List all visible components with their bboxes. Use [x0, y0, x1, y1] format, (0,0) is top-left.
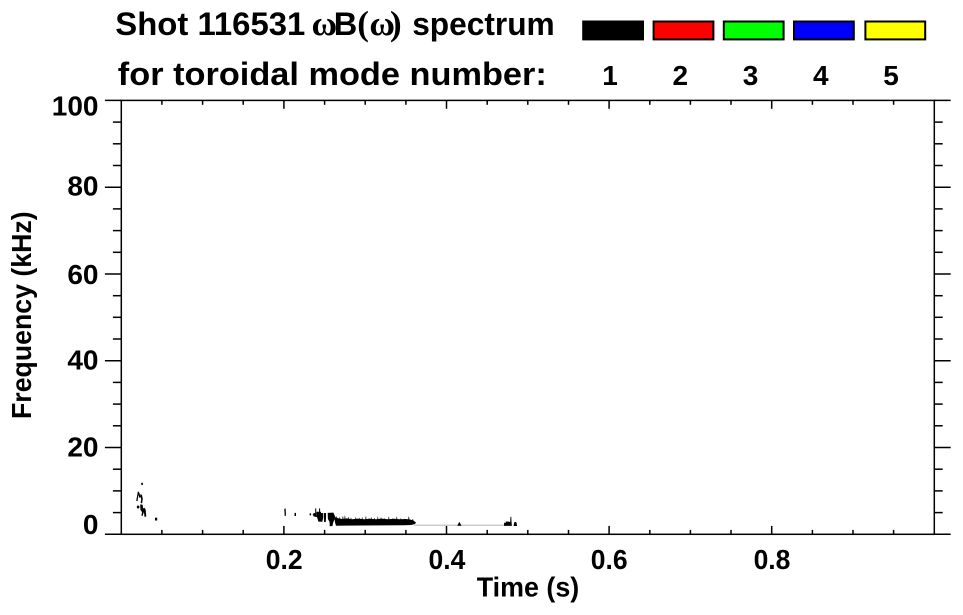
svg-text:(: ( — [357, 4, 369, 43]
svg-text:ω: ω — [312, 4, 338, 43]
svg-text:5: 5 — [883, 60, 899, 91]
svg-text:0.8: 0.8 — [754, 544, 791, 575]
svg-text:40: 40 — [67, 344, 98, 375]
svg-text:1: 1 — [602, 60, 618, 91]
svg-text:Frequency (kHz): Frequency (kHz) — [6, 211, 37, 419]
svg-text:100: 100 — [52, 91, 99, 122]
svg-text:Time (s): Time (s) — [477, 571, 580, 602]
svg-text:0.2: 0.2 — [266, 544, 303, 575]
svg-text:0.4: 0.4 — [429, 544, 466, 575]
svg-text:): ) — [390, 4, 402, 43]
svg-text:for toroidal mode number:: for toroidal mode number: — [118, 55, 547, 92]
svg-text:spectrum: spectrum — [412, 5, 555, 42]
svg-text:B: B — [334, 5, 358, 42]
svg-text:ω: ω — [369, 4, 395, 43]
svg-text:2: 2 — [673, 60, 689, 91]
svg-text:60: 60 — [67, 259, 98, 290]
svg-text:0: 0 — [83, 509, 99, 540]
svg-text:3: 3 — [743, 60, 759, 91]
svg-text:4: 4 — [813, 60, 829, 91]
svg-text:20: 20 — [67, 432, 98, 463]
svg-text:0.6: 0.6 — [591, 544, 628, 575]
svg-text:Shot 116531: Shot 116531 — [115, 5, 305, 42]
svg-text:80: 80 — [67, 171, 98, 202]
